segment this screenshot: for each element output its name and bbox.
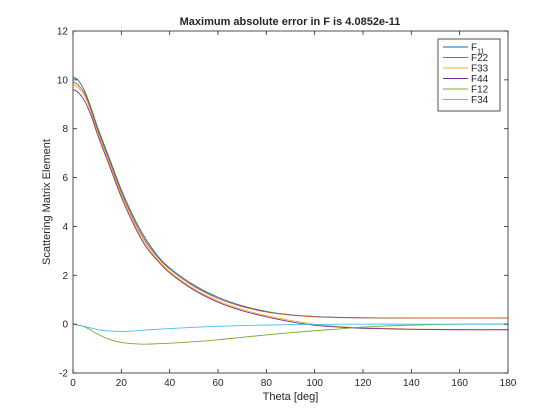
legend-label: F22 (471, 53, 489, 64)
legend-label: F34 (471, 95, 489, 106)
legend-label-subscript: 11 (477, 49, 484, 56)
legend-label: F33 (471, 64, 489, 75)
x-tick-label: 100 (306, 378, 323, 389)
series-line-f12 (72, 323, 509, 345)
y-tick-label: -2 (59, 369, 68, 380)
legend-label: F11 (471, 43, 484, 56)
y-tick-label: 8 (62, 124, 68, 135)
x-axis-label: Theta [deg] (263, 391, 319, 403)
x-tick-label: 0 (70, 378, 76, 389)
plot-border (72, 30, 509, 374)
series-line-f34 (72, 323, 508, 332)
y-axis: -2 0 2 4 6 8 10 12 (57, 27, 508, 380)
legend-label: F12 (471, 85, 489, 96)
x-tick-label: 180 (500, 378, 517, 389)
x-tick-label: 80 (261, 378, 273, 389)
y-tick-label: 2 (62, 271, 68, 282)
x-tick-label: 40 (164, 378, 176, 389)
x-axis: 0 20 40 60 80 100 120 140 160 180 (70, 31, 517, 389)
legend-label: F44 (471, 74, 489, 85)
chart-title: Maximum absolute error in F is 4.0852e-1… (180, 16, 401, 28)
y-tick-label: 0 (62, 320, 68, 331)
legend-box (437, 38, 501, 112)
plot-area (73, 31, 508, 373)
y-axis-label: Scattering Matrix Element (41, 139, 53, 265)
x-tick-label: 120 (355, 378, 372, 389)
y-tick-label: 10 (57, 75, 69, 86)
x-tick-label: 160 (451, 378, 468, 389)
series-layer (72, 76, 509, 345)
x-tick-label: 60 (212, 378, 224, 389)
x-tick-label: 20 (116, 378, 128, 389)
legend-label-main: F (471, 43, 477, 54)
x-tick-label: 140 (403, 378, 420, 389)
y-tick-label: 4 (62, 222, 68, 233)
series-line-f22 (72, 81, 508, 319)
y-tick-label: 12 (57, 27, 69, 38)
y-tick-label: 6 (62, 173, 68, 184)
